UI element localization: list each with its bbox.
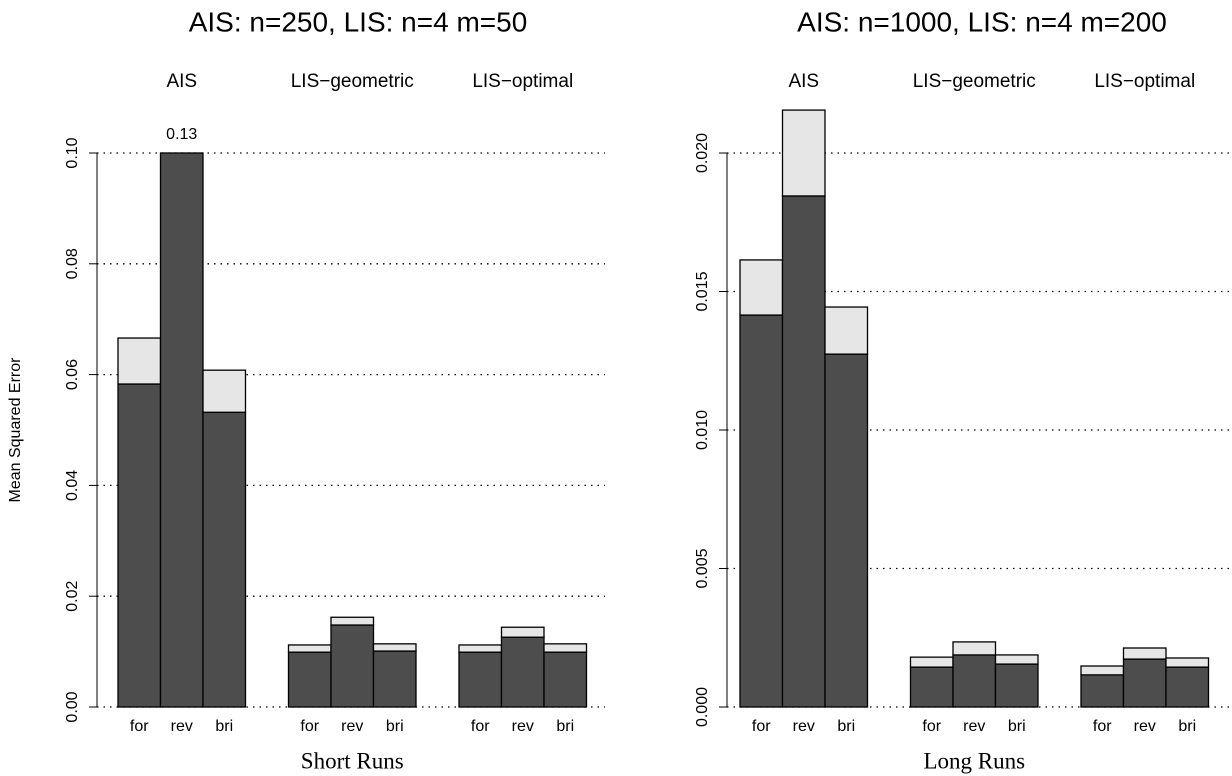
y-tick-label: 0.06 [64, 359, 81, 390]
bar-segment [909, 656, 954, 668]
bar-segment [543, 651, 588, 708]
x-tick-label: bri [386, 718, 404, 735]
x-tick-label: rev [793, 718, 815, 735]
y-tick-label: 0.10 [64, 137, 81, 168]
y-axis-label: Mean Squared Error [7, 357, 24, 503]
bar-segment [781, 195, 826, 708]
y-tick-label: 0.08 [64, 248, 81, 279]
group-label: AIS [788, 71, 819, 92]
bar-segment [824, 306, 869, 355]
y-tick-label: 0.04 [64, 470, 81, 501]
y-tick-label: 0.000 [694, 687, 711, 727]
bar-segment [1165, 657, 1210, 668]
bar-segment [500, 636, 545, 708]
bar-segment [1080, 665, 1125, 676]
x-axis-label: Long Runs [923, 748, 1025, 773]
x-tick-label: rev [963, 718, 985, 735]
bar-segment [117, 383, 162, 708]
bar-segment [330, 624, 375, 708]
x-tick-label: rev [512, 718, 534, 735]
x-tick-label: for [922, 718, 941, 735]
x-tick-label: for [1093, 718, 1112, 735]
bar-segment [372, 650, 417, 708]
x-tick-label: for [471, 718, 490, 735]
bar-segment [458, 651, 503, 708]
bar-segment [287, 651, 332, 708]
x-tick-label: bri [1008, 718, 1026, 735]
bar-segment [739, 314, 784, 708]
x-tick-label: for [300, 718, 319, 735]
y-tick-label: 0.005 [694, 548, 711, 588]
group-label: LIS−optimal [1094, 71, 1195, 92]
x-tick-label: for [752, 718, 771, 735]
y-tick-label: 0.010 [694, 410, 711, 450]
chart-title: AIS: n=250, LIS: n=4 m=50 [189, 6, 528, 37]
bar-segment [739, 259, 784, 316]
bar-segment [952, 641, 997, 656]
x-tick-label: rev [171, 718, 193, 735]
bar-segment [994, 654, 1039, 665]
bar-segment [952, 654, 997, 708]
annotation: 0.13 [166, 126, 197, 143]
group-label: LIS−geometric [291, 71, 414, 92]
x-tick-label: bri [556, 718, 574, 735]
bar-segment [1165, 666, 1210, 708]
group-label: AIS [166, 71, 197, 92]
bar-segment [824, 353, 869, 708]
x-tick-label: rev [1134, 718, 1156, 735]
bar-segment [909, 666, 954, 708]
group-label: LIS−geometric [913, 71, 1036, 92]
bar-segment [781, 109, 826, 197]
chart-title: AIS: n=1000, LIS: n=4 m=200 [797, 6, 1167, 37]
y-tick-label: 0.02 [64, 581, 81, 612]
x-tick-label: for [130, 718, 149, 735]
y-tick-label: 0.00 [64, 691, 81, 722]
bar-segment [543, 643, 588, 653]
bar-segment [1122, 647, 1167, 660]
bar-segment [202, 411, 247, 708]
bar-segment [994, 663, 1039, 708]
bar-segment [1080, 674, 1125, 708]
bar-segment [117, 337, 162, 385]
x-tick-label: bri [215, 718, 233, 735]
x-axis-label: Short Runs [301, 748, 404, 773]
bar-segment [202, 369, 247, 413]
y-tick-label: 0.020 [694, 133, 711, 173]
bar-segment [458, 644, 503, 653]
bar-segment [1122, 658, 1167, 708]
bar-segment [159, 152, 204, 708]
x-tick-label: bri [1178, 718, 1196, 735]
bar-segment [500, 626, 545, 638]
x-tick-label: bri [837, 718, 855, 735]
bar-segment [330, 616, 375, 626]
x-tick-label: rev [341, 718, 363, 735]
group-label: LIS−optimal [472, 71, 573, 92]
y-tick-label: 0.015 [694, 271, 711, 311]
bar-segment [372, 643, 417, 652]
bar-segment [287, 644, 332, 653]
